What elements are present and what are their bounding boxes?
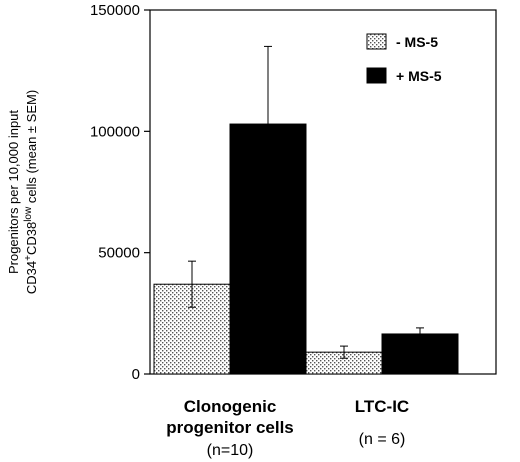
legend: - MS-5 + MS-5 <box>366 33 442 84</box>
category-label-0: progenitor cells <box>166 418 294 437</box>
category-label-1: LTC-IC <box>355 397 409 416</box>
legend-label-1: + MS-5 <box>396 68 442 84</box>
y-axis-title-line2: CD34+CD38low cells (mean ± SEM) <box>23 90 39 294</box>
category-n-1: (n = 6) <box>359 431 406 448</box>
y-axis-title: Progenitors per 10,000 input CD34+CD38lo… <box>6 90 39 294</box>
y-tick-label: 50000 <box>98 245 140 262</box>
y-axis-title-line1: Progenitors per 10,000 input <box>6 110 21 274</box>
category-labels: Clonogenic progenitor cells (n=10) LTC-IC (n… <box>166 397 409 459</box>
bar-plus-ms5-0 <box>229 123 307 375</box>
category-n-0: (n=10) <box>207 442 254 459</box>
legend-swatch-0 <box>366 33 387 50</box>
y-tick-label: 0 <box>132 366 140 383</box>
legend-swatch-1 <box>366 67 387 84</box>
y-tick-label: 100000 <box>90 123 140 140</box>
category-label-0: Clonogenic <box>184 397 277 416</box>
bar-plus-ms5-1 <box>381 333 459 375</box>
legend-label-0: - MS-5 <box>396 34 438 50</box>
plot-area: 0 50000 100000 150000 <box>90 2 497 383</box>
y-tick-label: 150000 <box>90 2 140 19</box>
